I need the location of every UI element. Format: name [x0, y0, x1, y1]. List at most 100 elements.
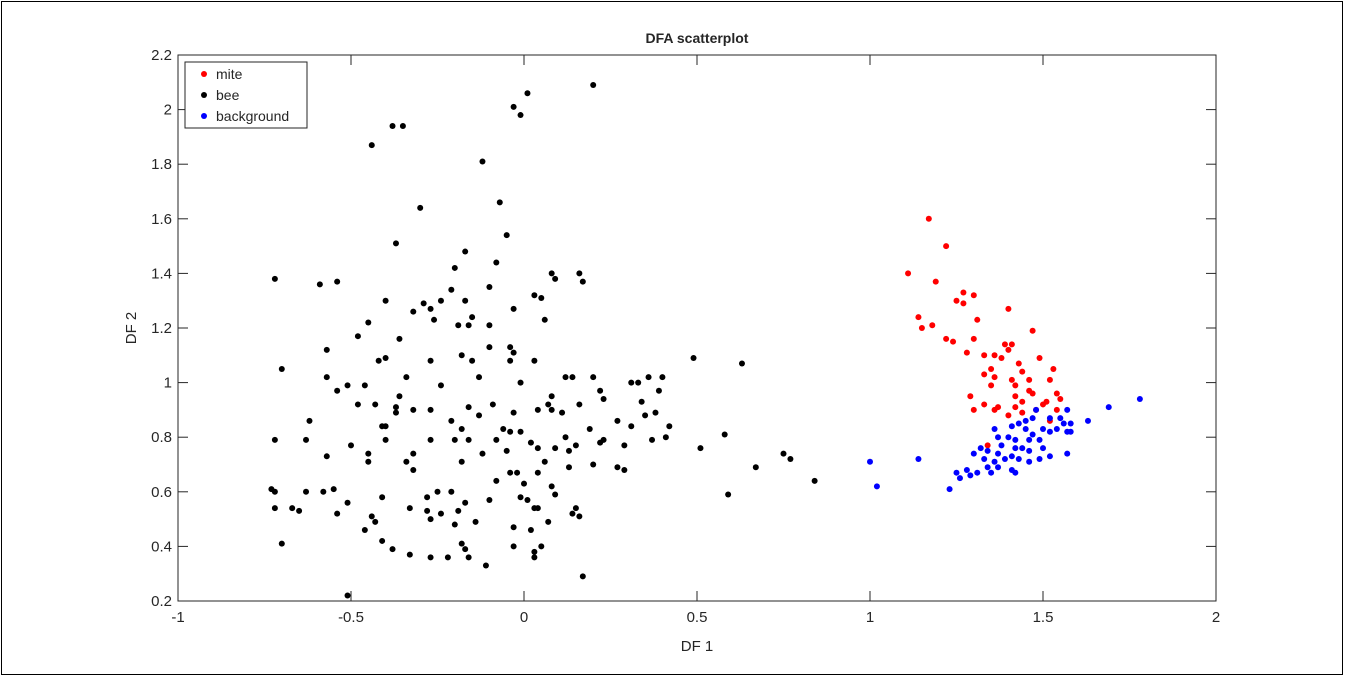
background-point: [1029, 415, 1036, 422]
background-point: [974, 469, 981, 476]
bee-point: [424, 507, 431, 514]
bee-point: [448, 286, 455, 293]
mite-point: [1040, 401, 1046, 408]
background-point: [984, 464, 991, 471]
mite-point: [1053, 390, 1060, 397]
bee-point: [655, 387, 662, 394]
mite-point: [1019, 409, 1026, 416]
bee-point: [406, 505, 413, 512]
bee-point: [462, 297, 469, 304]
bee-point: [628, 379, 635, 386]
mite-point: [981, 371, 988, 378]
bee-point: [552, 445, 559, 452]
mite-point: [1053, 406, 1060, 413]
bee-point: [486, 496, 493, 503]
bee-point: [565, 464, 572, 471]
background-point: [1136, 395, 1143, 402]
bee-point: [738, 360, 745, 367]
y-tick-label: 2.2: [151, 47, 172, 64]
bee-point: [517, 379, 524, 386]
x-tick-label: -1: [171, 609, 184, 626]
background-point: [1012, 436, 1019, 443]
background-point: [1008, 453, 1015, 460]
background-point: [1036, 456, 1043, 463]
bee-point: [354, 333, 361, 340]
y-tick-label: 1.4: [151, 265, 172, 282]
legend-marker-mite: [201, 71, 207, 77]
mite-point: [950, 338, 957, 345]
bee-point: [323, 346, 330, 353]
bee-point: [455, 322, 462, 329]
y-tick-label: 1: [164, 375, 172, 392]
bee-point: [379, 537, 386, 544]
bee-point: [392, 404, 399, 411]
mite-point: [988, 382, 995, 389]
bee-point: [552, 275, 559, 282]
background-point: [1064, 428, 1071, 435]
legend-label-mite: mite: [216, 66, 243, 82]
background-point: [1105, 404, 1112, 411]
bee-point: [303, 436, 310, 443]
background-point: [991, 458, 998, 465]
mite-point: [1019, 398, 1026, 405]
background-point: [1040, 426, 1046, 433]
mite-point: [981, 352, 988, 359]
background-point: [1084, 417, 1091, 424]
background-point: [915, 456, 922, 463]
bee-point: [645, 374, 652, 381]
bee-point: [507, 469, 514, 476]
bee-point: [472, 518, 479, 525]
bee-point: [444, 554, 451, 561]
y-tick-label: 0.2: [151, 593, 172, 610]
bee-point: [590, 82, 597, 89]
bee-point: [510, 349, 517, 356]
bee-point: [521, 480, 527, 487]
mite-point: [963, 349, 970, 356]
points-layer: [268, 82, 1143, 599]
bee-point: [410, 466, 417, 473]
background-point: [1015, 456, 1022, 463]
bee-point: [427, 436, 434, 443]
bee-point: [375, 357, 382, 364]
bee-point: [462, 248, 469, 255]
bee-point: [396, 393, 403, 400]
bee-point: [437, 382, 444, 389]
background-point: [1026, 458, 1033, 465]
bee-point: [507, 344, 514, 351]
mite-point: [960, 289, 967, 296]
bee-point: [372, 401, 379, 408]
x-axis-label: DF 1: [681, 638, 714, 655]
mite-point: [918, 325, 925, 331]
bee-point: [382, 297, 389, 304]
bee-point: [486, 322, 493, 329]
bee-point: [531, 357, 538, 364]
background-point: [995, 450, 1002, 457]
bee-point: [323, 374, 330, 381]
mite-point: [905, 270, 912, 277]
bee-point: [365, 458, 372, 465]
bee-point: [562, 434, 569, 441]
bee-point: [510, 103, 517, 110]
mite-point: [991, 352, 998, 359]
bee-point: [517, 494, 524, 501]
background-point: [1029, 431, 1036, 438]
bee-point: [811, 477, 818, 484]
mite-point: [991, 374, 998, 381]
y-tick-label: 2: [164, 102, 172, 119]
bee-point: [451, 521, 458, 528]
background-point: [1064, 450, 1071, 457]
bee-point: [638, 398, 645, 405]
background-point: [1001, 456, 1008, 463]
y-tick-label: 0.8: [151, 429, 172, 446]
background-point: [1015, 420, 1022, 427]
mite-point: [1005, 346, 1012, 353]
mite-point: [1001, 341, 1008, 348]
mite-point: [1029, 390, 1036, 397]
bee-point: [524, 496, 531, 503]
bee-point: [365, 450, 372, 457]
background-point: [1012, 445, 1019, 452]
background-point: [1040, 445, 1046, 452]
bee-point: [614, 464, 621, 471]
bee-point: [399, 122, 406, 129]
bee-point: [344, 499, 351, 506]
